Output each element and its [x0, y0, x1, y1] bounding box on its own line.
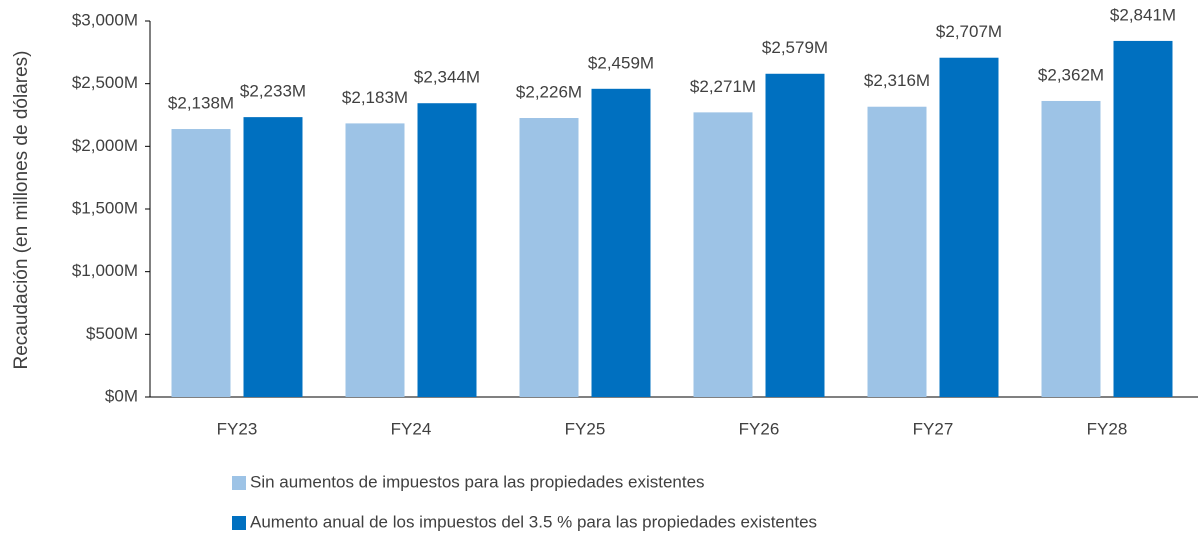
bar: [1113, 40, 1173, 397]
x-tick-label: FY27: [913, 419, 954, 438]
value-label: $2,138M: [168, 94, 234, 113]
bar: [171, 129, 231, 397]
y-tick-label: $0M: [105, 386, 138, 405]
value-label: $2,344M: [414, 68, 480, 87]
x-tick-label: FY26: [739, 419, 780, 438]
value-label: $2,226M: [516, 82, 582, 101]
value-label: $2,316M: [864, 71, 930, 90]
bar: [243, 117, 303, 397]
value-label: $2,271M: [690, 77, 756, 96]
bar: [417, 103, 477, 398]
y-tick-label: $3,000M: [72, 10, 138, 29]
value-label: $2,459M: [588, 53, 654, 72]
legend-swatch: [232, 476, 246, 490]
legend-label: Sin aumentos de impuestos para las propi…: [250, 472, 705, 491]
x-tick-label: FY25: [565, 419, 606, 438]
bar: [939, 57, 999, 398]
bar: [1041, 100, 1101, 397]
y-tick-label: $1,000M: [72, 261, 138, 280]
bar: [519, 118, 579, 398]
value-label: $2,841M: [1110, 5, 1176, 24]
value-label: $2,362M: [1038, 65, 1104, 84]
y-tick-label: $2,500M: [72, 73, 138, 92]
value-label: $2,233M: [240, 82, 306, 101]
legend-label: Aumento anual de los impuestos del 3.5 %…: [250, 512, 817, 531]
y-axis-label: Recaudación (en millones de dólares): [11, 51, 32, 370]
value-label: $2,183M: [342, 88, 408, 107]
bar: [765, 73, 825, 398]
bar: [591, 88, 651, 398]
legend-swatch: [232, 516, 246, 530]
y-tick-label: $1,500M: [72, 198, 138, 217]
x-tick-label: FY28: [1087, 419, 1128, 438]
bar: [345, 123, 405, 397]
bar: [867, 106, 927, 397]
value-label: $2,707M: [936, 22, 1002, 41]
x-tick-label: FY24: [391, 419, 432, 438]
bar: [693, 112, 753, 398]
y-tick-label: $500M: [86, 324, 138, 343]
x-tick-label: FY23: [217, 419, 258, 438]
y-tick-label: $2,000M: [72, 136, 138, 155]
value-label: $2,579M: [762, 38, 828, 57]
